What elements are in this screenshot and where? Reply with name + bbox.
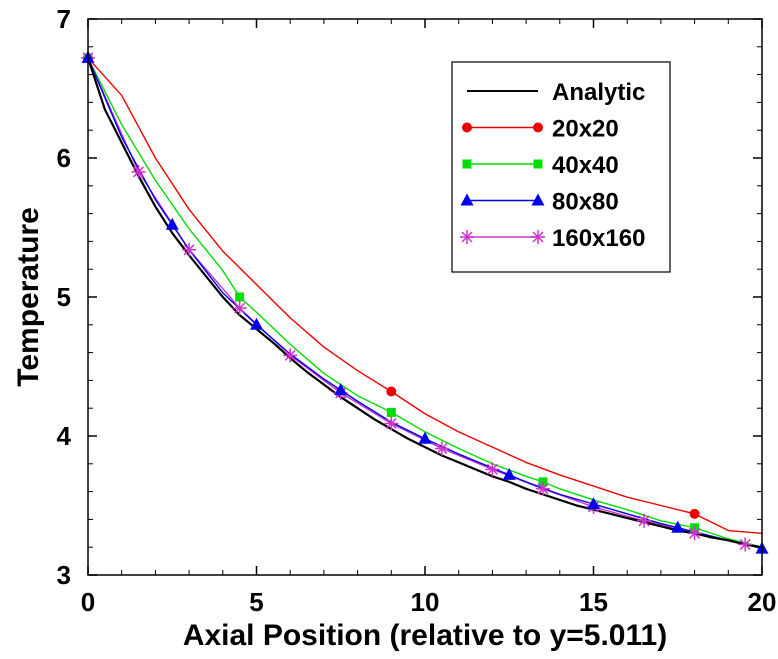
data-point-160x160 <box>182 242 197 257</box>
y-tick-label: 3 <box>57 560 71 590</box>
data-point-160x160-stroke <box>436 442 448 455</box>
y-tick-label: 4 <box>57 421 72 451</box>
legend-marker <box>531 193 545 206</box>
legend-label: 20x20 <box>552 116 619 143</box>
data-point-80x80 <box>671 520 685 533</box>
legend: Analytic 20x20 40x40 80x80 160x160 <box>451 61 671 273</box>
legend-marker <box>462 159 472 169</box>
legend-item-analytic: Analytic <box>467 79 645 106</box>
data-point-80x80-shape <box>418 431 432 444</box>
data-point-20x20-shape <box>386 386 397 397</box>
legend-label: 160x160 <box>552 225 645 252</box>
legend-label: 40x40 <box>552 152 619 179</box>
data-point-80x80 <box>587 497 600 510</box>
data-point-160x160-stroke <box>486 463 498 475</box>
data-point-20x20 <box>386 386 397 397</box>
series-line-analytic <box>86 57 763 549</box>
data-point-160x160 <box>434 441 449 456</box>
legend-label: Analytic <box>552 79 645 106</box>
data-point-20x20-shape <box>689 508 700 519</box>
data-point-80x80 <box>502 467 516 480</box>
x-tick-label: 0 <box>81 587 95 617</box>
x-tick-label: 20 <box>748 587 777 617</box>
data-point-160x160-stroke <box>739 538 751 550</box>
data-point-160x160-stroke <box>689 527 701 539</box>
legend-label: 80x80 <box>552 189 619 216</box>
axes-layer: 0 5 10 15 20 3 4 5 6 7 <box>57 4 777 617</box>
data-point-80x80-shape <box>671 520 685 533</box>
data-point-160x160 <box>637 513 652 528</box>
data-point-40x40-shape <box>386 407 396 417</box>
legend-marker-shape <box>462 122 472 133</box>
data-point-40x40 <box>386 407 396 417</box>
data-point-20x20 <box>689 508 700 519</box>
legend-marker <box>531 230 545 244</box>
data-point-80x80 <box>165 217 179 230</box>
data-point-160x160-stroke <box>638 515 650 527</box>
legend-marker <box>460 230 474 244</box>
y-axis-title: Temperature <box>12 207 45 387</box>
legend-item-20x20: 20x20 <box>462 116 619 143</box>
legend-marker-shape <box>533 122 543 133</box>
data-point-80x80-shape <box>250 317 263 330</box>
data-point-80x80-shape <box>165 217 179 230</box>
data-point-160x160-stroke <box>133 166 145 178</box>
data-point-160x160-stroke <box>284 349 296 361</box>
legend-marker <box>460 193 474 206</box>
legend-marker-shape <box>460 193 474 206</box>
legend-marker-shape <box>462 159 472 169</box>
legend-marker-shape <box>533 159 543 169</box>
y-tick-label: 6 <box>57 143 71 173</box>
data-point-160x160-stroke <box>537 483 549 495</box>
x-axis-title: Axial Position (relative to y=5.011) <box>183 619 667 652</box>
data-point-160x160 <box>232 301 247 316</box>
data-point-40x40-shape <box>235 292 245 302</box>
legend-item-80x80: 80x80 <box>460 189 619 216</box>
data-point-160x160-stroke <box>385 417 397 430</box>
data-point-160x160-stroke <box>234 302 246 314</box>
x-tick-label: 5 <box>249 587 263 617</box>
data-point-160x160 <box>687 526 702 541</box>
data-point-80x80-shape <box>502 467 516 480</box>
y-tick-label: 5 <box>57 282 71 312</box>
series-layer <box>81 50 769 554</box>
x-tick-label: 10 <box>411 587 440 617</box>
legend-item-160x160: 160x160 <box>460 225 645 252</box>
data-point-80x80 <box>250 317 263 330</box>
data-point-160x160 <box>283 348 298 363</box>
data-point-160x160-stroke <box>183 244 195 256</box>
legend-marker <box>533 159 543 169</box>
y-tick-label: 7 <box>57 4 71 34</box>
data-point-160x160 <box>738 537 753 552</box>
data-point-160x160 <box>384 416 399 431</box>
data-point-80x80-shape <box>334 383 348 396</box>
data-point-80x80 <box>334 383 348 396</box>
data-point-160x160 <box>485 462 500 477</box>
data-point-80x80-shape <box>587 497 600 510</box>
legend-item-40x40: 40x40 <box>462 152 619 179</box>
x-tick-label: 15 <box>579 587 608 617</box>
legend-marker <box>533 122 543 133</box>
data-point-40x40 <box>235 292 245 302</box>
legend-marker-shape <box>531 193 545 206</box>
series-line-20x20 <box>87 57 763 534</box>
data-point-160x160 <box>131 164 146 179</box>
legend-marker-stroke <box>532 231 544 243</box>
data-point-160x160 <box>535 481 550 496</box>
data-point-80x80 <box>418 431 432 444</box>
legend-marker-stroke <box>461 231 473 243</box>
legend-marker <box>462 122 472 133</box>
